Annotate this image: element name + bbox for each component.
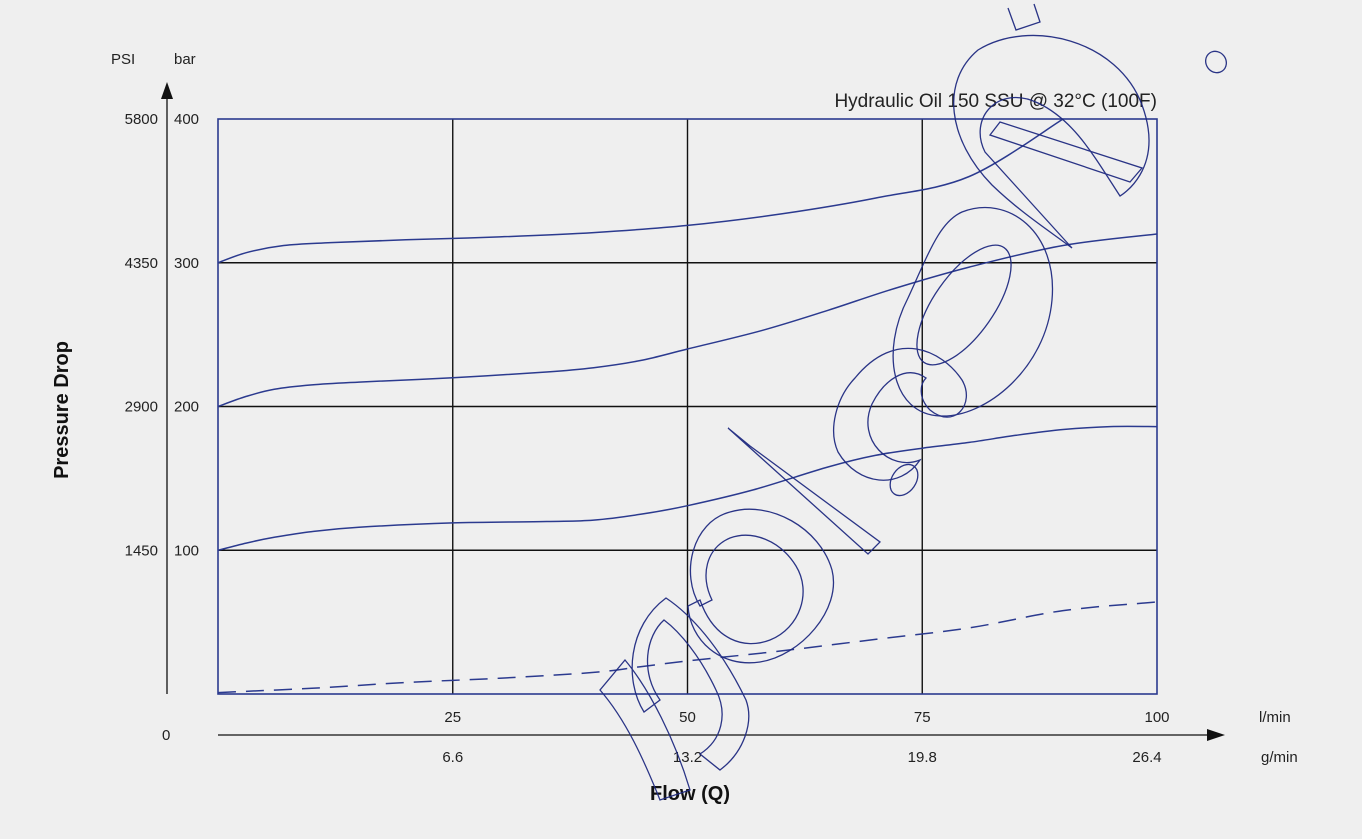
- series-line-3: [217, 425, 1158, 552]
- x-tick-label: 50: [679, 709, 696, 726]
- watermark: [599, 3, 1227, 801]
- x-tick-secondary-label: 6.6: [442, 749, 463, 766]
- origin-label: 0: [162, 727, 170, 744]
- chart-title: Hydraulic Oil 150 SSU @ 32°C (100F): [834, 91, 1157, 112]
- y-tick-psi-label: 5800: [125, 111, 158, 128]
- y-axis-title: Pressure Drop: [51, 341, 73, 479]
- y-tick-label: 400: [174, 111, 199, 128]
- y-axis-arrow: [161, 82, 173, 99]
- y-tick-psi-label: 2900: [125, 399, 158, 416]
- y-tick-label: 200: [174, 399, 199, 416]
- x-unit-gmin: g/min: [1261, 749, 1298, 766]
- series-line-1: [217, 118, 1064, 264]
- series-line-2: [217, 233, 1158, 408]
- x-tick-label: 75: [914, 709, 931, 726]
- y-tick-label: 100: [174, 542, 199, 559]
- x-axis-title: Flow (Q): [650, 783, 730, 805]
- y-unit-bar: bar: [174, 51, 196, 68]
- x-tick-label: 100: [1144, 709, 1169, 726]
- x-tick-secondary-label: 19.8: [908, 749, 937, 766]
- series-layer: [217, 118, 1158, 694]
- tick-labels: 25 6.6 50 13.2 75 19.8 100 26.4 100 1450 200 2900 30…: [125, 111, 1170, 766]
- x-axis-arrow: [1207, 729, 1225, 741]
- y-unit-psi: PSI: [111, 51, 135, 68]
- y-tick-psi-label: 4350: [125, 255, 158, 272]
- grid: [218, 119, 1157, 694]
- x-tick-secondary-label: 13.2: [673, 749, 702, 766]
- x-tick-label: 25: [444, 709, 461, 726]
- series-line-4: [217, 601, 1158, 694]
- x-unit-lmin: l/min: [1259, 709, 1291, 726]
- y-tick-psi-label: 1450: [125, 542, 158, 559]
- y-tick-label: 300: [174, 255, 199, 272]
- x-tick-secondary-label: 26.4: [1132, 749, 1161, 766]
